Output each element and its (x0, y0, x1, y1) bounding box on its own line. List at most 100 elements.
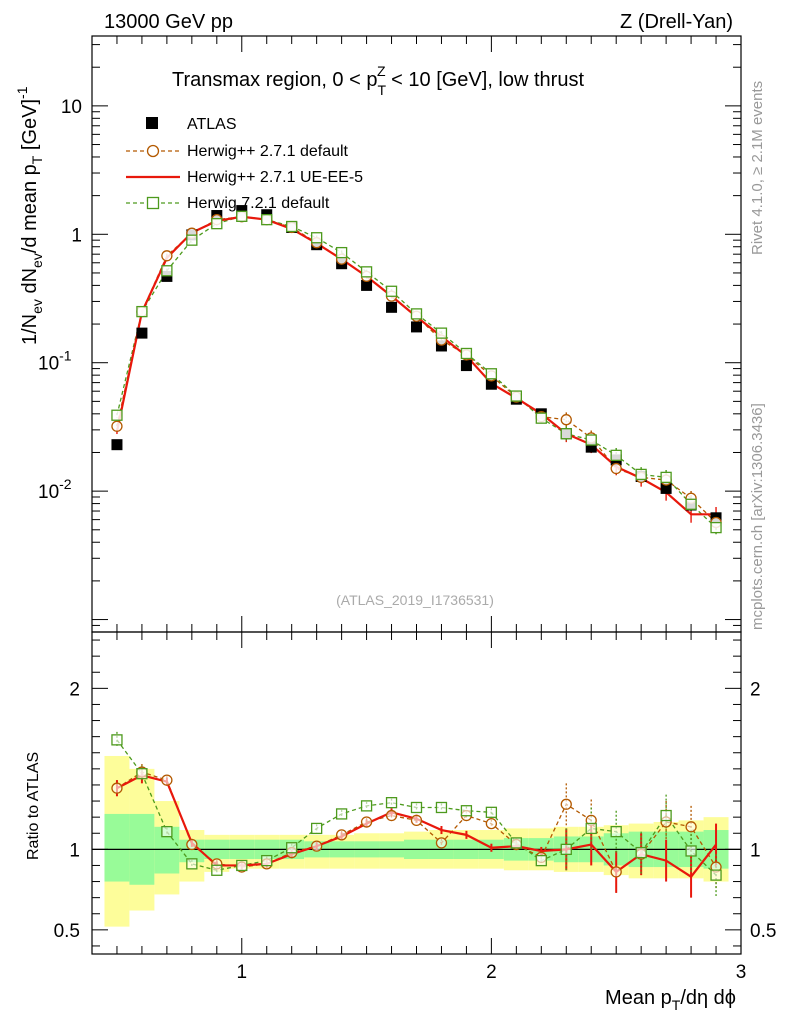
herwig7-default-point (385, 285, 398, 297)
main-series-line (116, 216, 717, 523)
ratio-herwig7-default-point (685, 845, 697, 857)
main-series-line (115, 215, 717, 516)
herwig7-default-point (311, 232, 323, 244)
ratio-herwigpp-default-point (410, 814, 423, 827)
ratio-y-axis-title: Ratio to ATLAS (25, 752, 42, 860)
legend-marker-herwig7-default (146, 196, 160, 210)
herwig7-default-point (186, 234, 198, 246)
ratio-herwig7-default-point (335, 808, 348, 820)
herwigpp-default-point (610, 462, 622, 475)
ratio-herwig7-default-point (136, 768, 148, 780)
herwig7-default-point (710, 521, 722, 534)
ratio-herwig7-default-point (186, 858, 198, 870)
x-tick-label: 2 (486, 962, 497, 983)
y-tick-label: 1 (71, 225, 82, 246)
legend-marker-herwigpp-default (146, 144, 160, 158)
ratio-herwig7-default-point (510, 837, 522, 849)
ratio-herwig7-default-point (460, 805, 473, 817)
herwig7-default-point (286, 220, 298, 233)
herwig7-default-point (161, 265, 173, 277)
y-tick-label: 10-1 (38, 348, 72, 375)
atlas-point (460, 360, 472, 372)
legend-label-atlas: ATLAS (187, 116, 237, 133)
main-y-axis-title: 1/Nev dNev/d mean pT [GeV]-1 (14, 86, 45, 345)
herwig7-default-point (410, 308, 423, 320)
x-tick-label: 3 (736, 962, 747, 983)
ratio-axis-ticks: 1 2 30.5 0.51 12 2 (54, 632, 776, 983)
y-tick-label: 2 (69, 679, 80, 700)
ratio-herwigpp-default-point (435, 837, 448, 849)
ratio-herwig7-default-point (311, 822, 323, 835)
y-tick-label: 10 (61, 97, 82, 118)
ratio-herwigpp-default-point (560, 798, 572, 810)
ratio-herwig7-default-point (360, 800, 373, 812)
legend: ATLAS Herwig++ 2.7.1 default Herwig++ 2.… (126, 116, 363, 212)
herwigpp-default-point (161, 250, 173, 262)
legend-label-herwig7-default: Herwig 7.2.1 default (187, 195, 330, 212)
herwig7-default-point (535, 412, 547, 424)
y-tick-label-right: 1 (750, 840, 761, 861)
herwig7-default-point (560, 428, 572, 440)
ratio-herwigpp-default-point (186, 838, 198, 851)
atlas-point (585, 441, 597, 453)
herwig7-default-point (360, 266, 373, 278)
ratio-herwigpp-default-point (335, 829, 348, 841)
legend-marker-atlas (146, 117, 158, 129)
ratio-series-layer (111, 731, 722, 898)
x-axis-title: Mean pT/dη dϕ (605, 987, 736, 1013)
herwig7-default-point (660, 471, 672, 484)
atlas-point (386, 301, 398, 313)
herwig7-default-point (111, 409, 123, 421)
main-series-layer (111, 205, 722, 537)
analysis-reference: (ATLAS_2019_I1736531) (336, 592, 494, 608)
herwigpp-default-point (111, 420, 123, 432)
herwig7-default-point (585, 434, 597, 446)
herwig7-default-point (211, 218, 223, 230)
herwig7-default-point (435, 327, 448, 339)
atlas-point (435, 340, 447, 352)
herwigpp-default-point (560, 414, 572, 426)
ratio-herwigpp-default-point (111, 782, 123, 794)
herwig7-default-point (136, 305, 148, 318)
atlas-point (361, 279, 373, 291)
plot-title: Transmax region, 0 < pTZ < 10 [GeV], low… (172, 63, 584, 98)
ratio-herwig7-default-point (585, 822, 597, 835)
ratio-herwigpp-default-point (360, 816, 373, 828)
ratio-herwig7-default-point (261, 854, 273, 867)
ratio-herwigpp-default-point (610, 866, 622, 878)
legend-label-herwigpp-ueee5: Herwig++ 2.7.1 UE-EE-5 (187, 169, 363, 186)
main-axis-ticks: 10-2 10-1 1 10 (38, 36, 742, 633)
ratio-herwig7-default-point (660, 809, 672, 822)
atlas-point (485, 378, 497, 390)
herwig7-default-point (485, 368, 498, 380)
ratio-herwig7-default-point (610, 825, 622, 838)
rivet-label: Rivet 4.1.0, ≥ 2.1M events (749, 81, 766, 255)
ratio-herwig7-default-point (560, 843, 572, 855)
header-left: 13000 GeV pp (104, 11, 233, 33)
atlas-point (660, 482, 672, 494)
ratio-herwig7-default-point (385, 797, 398, 809)
ratio-herwig7-default-point (211, 864, 223, 876)
legend-label-herwigpp-default: Herwig++ 2.7.1 default (187, 143, 349, 160)
ratio-herwig7-default-point (485, 806, 498, 818)
ratio-herwigpp-default-point (485, 817, 498, 830)
atlas-point (111, 439, 123, 451)
y-tick-label-right: 2 (750, 679, 761, 700)
y-tick-label: 10-2 (38, 476, 72, 503)
y-tick-label-right: 0.5 (750, 921, 776, 942)
ratio-herwig7-default-point (286, 842, 298, 854)
ratio-herwig7-default-point (710, 869, 722, 881)
header-right: Z (Drell-Yan) (620, 11, 733, 33)
herwig7-default-point (335, 246, 348, 259)
ratio-herwig7-default-point (236, 859, 248, 872)
herwig7-default-point (610, 449, 622, 461)
y-tick-label: 1 (69, 840, 80, 861)
herwig7-default-point (261, 214, 273, 226)
main-series-line (116, 215, 717, 529)
herwig7-default-point (236, 210, 248, 222)
atlas-point (136, 327, 148, 339)
herwig7-default-point (510, 390, 522, 402)
ratio-herwig7-default-point (410, 801, 423, 814)
ratio-herwigpp-default-point (161, 774, 173, 786)
